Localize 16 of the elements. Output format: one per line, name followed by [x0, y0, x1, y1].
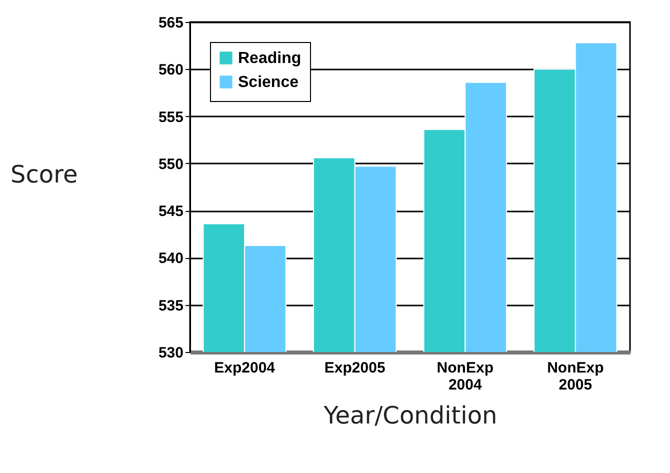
y-tick-label: 535	[158, 297, 184, 314]
x-axis-title: Year/Condition	[322, 402, 498, 430]
y-tick-label: 555	[158, 108, 184, 126]
y-tick-label: 565	[158, 14, 184, 32]
y-axis-title: Score	[10, 160, 78, 188]
y-tick-label: 560	[158, 62, 184, 79]
legend-label: Reading	[238, 50, 302, 67]
y-tick-label: 540	[158, 250, 184, 268]
x-tick-label: Exp2005	[324, 360, 386, 376]
y-tick-label: 530	[158, 344, 184, 362]
x-tick-label: Exp2004	[214, 360, 276, 376]
y-tick-label: 550	[158, 156, 184, 173]
legend-label: Science	[238, 74, 299, 91]
x-tick-label: NonExp 2005	[547, 360, 604, 394]
y-tick-label: 545	[158, 203, 184, 220]
x-tick-label: NonExp 2004	[436, 360, 494, 394]
